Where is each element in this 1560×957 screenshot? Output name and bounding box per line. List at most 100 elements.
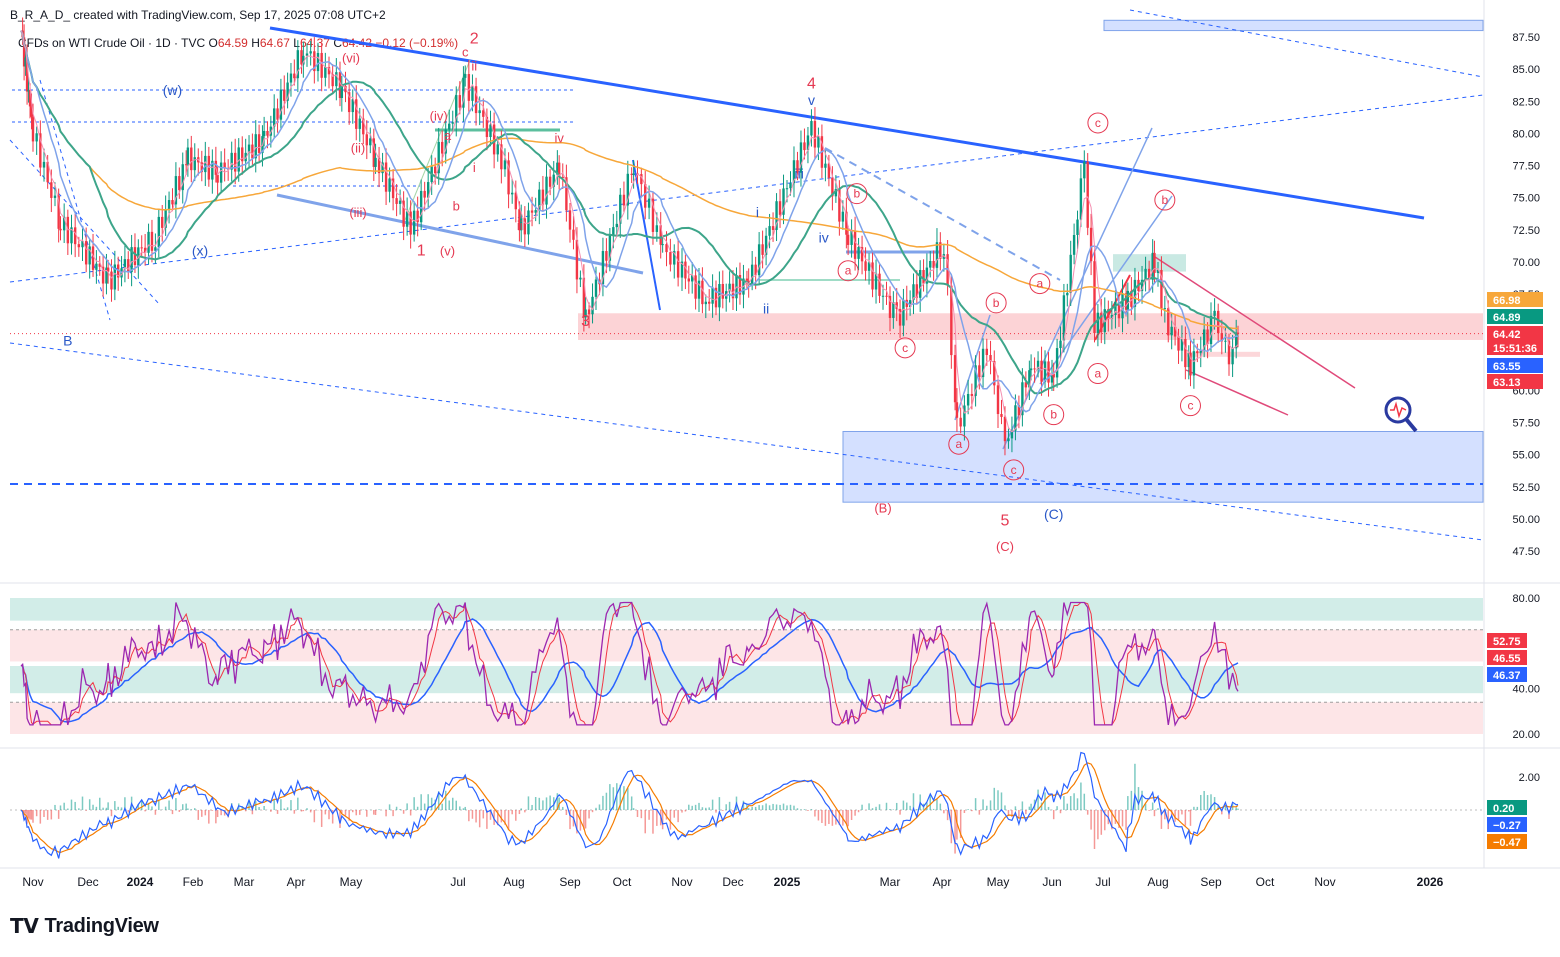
candle-body	[1213, 310, 1216, 316]
wave-label-red: (iii)	[349, 205, 366, 220]
candle-body	[1153, 252, 1156, 273]
candle-body	[608, 234, 612, 261]
candle-body	[313, 51, 316, 72]
candle-body	[568, 210, 572, 230]
candle-body	[467, 74, 471, 101]
wave-label-red: a	[444, 128, 452, 143]
left-dashed-diag-2	[39, 79, 111, 321]
wave-label-red: ii	[471, 58, 477, 73]
candle-body	[1235, 332, 1238, 349]
symbol-name[interactable]: CFDs on WTI Crude Oil · 1D · TVC	[18, 36, 206, 50]
macd-badge-value: 0.20	[1493, 803, 1514, 815]
price-badge-bg	[1487, 309, 1543, 324]
price-axis: 87.50 85.00 82.50 80.00 77.50 75.00 72.50 70.00…	[1487, 32, 1543, 558]
open-value: 64.59	[217, 36, 248, 50]
candle-body	[464, 74, 467, 78]
candle-body	[482, 110, 485, 117]
candle-body	[644, 184, 647, 208]
candle-body	[27, 89, 30, 92]
circle-letter: a	[955, 437, 962, 451]
candle-body	[1167, 308, 1170, 336]
candle-body	[347, 92, 351, 113]
trend-lines	[9, 9, 1484, 541]
candle-body	[441, 141, 444, 154]
candle-body	[1079, 178, 1083, 220]
candle-body	[316, 52, 320, 72]
rsi-signal-line	[20, 618, 1239, 723]
wave-label-red: (B)	[874, 500, 891, 515]
circle-ring	[1029, 273, 1051, 295]
circled-wave-label: c	[1179, 395, 1201, 417]
candle-body	[200, 162, 203, 173]
candle-body	[57, 195, 60, 229]
price-tick-label: 80.00	[1512, 128, 1540, 140]
candle-body	[1069, 254, 1072, 293]
candle-body	[150, 231, 154, 251]
candle-body	[272, 108, 276, 127]
candle-body	[925, 267, 929, 284]
candle-body	[433, 166, 437, 174]
candle-body	[143, 247, 147, 253]
candle-body	[59, 228, 62, 231]
candle-body	[626, 173, 630, 206]
candle-body	[622, 194, 626, 206]
candle-body	[545, 176, 548, 205]
created-by-text: B_R_A_D_ created with TradingView.com, S…	[10, 8, 386, 22]
candle-body	[372, 138, 376, 167]
candle-body	[673, 251, 676, 265]
candle-body	[24, 57, 27, 67]
candle-body	[799, 142, 803, 173]
candle-body	[1189, 352, 1192, 376]
candle-body	[514, 192, 518, 210]
candle-body	[782, 188, 785, 215]
candle-body	[296, 50, 300, 79]
wave-label-blue: iii	[795, 165, 804, 181]
candle-body	[1160, 269, 1163, 309]
wave-label-red: 4	[807, 75, 816, 92]
candle-body	[478, 110, 481, 114]
candle-body	[659, 225, 662, 245]
macd-badge-value: −0.27	[1493, 820, 1521, 832]
time-tick-label: Jul	[1095, 875, 1110, 889]
price-tick-label: 87.50	[1512, 32, 1540, 44]
candle-body	[279, 89, 283, 120]
candle-body	[1076, 219, 1079, 236]
time-tick-label: Oct	[613, 875, 632, 889]
candle-body	[708, 301, 711, 304]
candle-body	[761, 244, 764, 255]
background-zones	[578, 19, 1484, 503]
candle-body	[1163, 308, 1167, 310]
candle-body	[437, 141, 440, 174]
symbol-legend[interactable]: CFDs on WTI Crude Oil · 1D · TVC O64.59 …	[18, 36, 458, 50]
macd-badge: −0.27	[1487, 817, 1527, 832]
candle-body	[237, 147, 240, 172]
candle-body	[834, 189, 838, 197]
candle-body	[974, 365, 977, 396]
time-tick-label: Apr	[933, 875, 952, 889]
candle-body	[711, 287, 714, 304]
candle-body	[113, 264, 117, 290]
price-tick-label: 77.50	[1512, 161, 1540, 173]
tradingview-logo-icon: 𝗧𝗩	[10, 916, 39, 938]
green-thin-line	[404, 59, 471, 221]
candle-body	[1147, 268, 1151, 280]
tradingview-logo[interactable]: 𝗧𝗩 TradingView	[10, 914, 159, 939]
candle-body	[503, 160, 507, 170]
candle-body	[1156, 269, 1160, 273]
candle-body	[1126, 290, 1130, 310]
ma-fast-line	[20, 30, 1239, 433]
candle-body	[216, 174, 219, 183]
candle-body	[384, 162, 388, 192]
candle-body	[963, 405, 966, 427]
candle-body	[978, 365, 981, 378]
circle-ring	[985, 292, 1007, 314]
candle-body	[694, 275, 697, 299]
candle-body	[789, 183, 792, 189]
candle-body	[738, 274, 742, 295]
wave-label-red: 2	[470, 30, 479, 47]
candle-body	[1177, 336, 1180, 351]
chart-header: B_R_A_D_ created with TradingView.com, S…	[10, 8, 386, 22]
candle-body	[62, 216, 66, 231]
candle-body	[714, 287, 718, 308]
